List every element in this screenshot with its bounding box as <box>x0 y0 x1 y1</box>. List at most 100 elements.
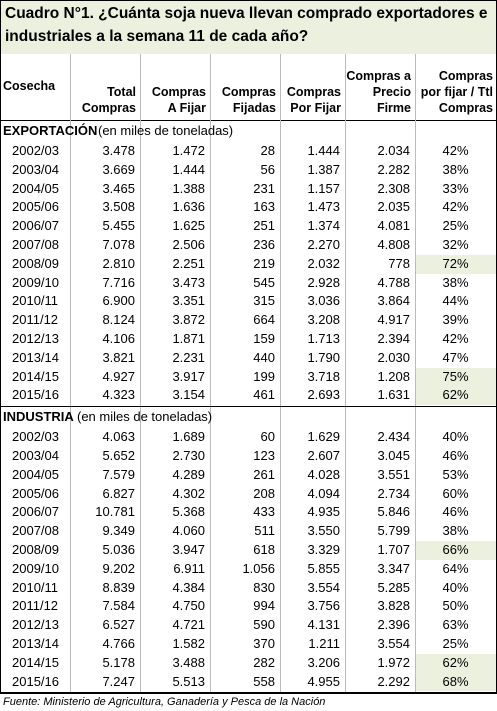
cell: 3.821 <box>102 349 135 365</box>
cell: 370 <box>253 636 275 651</box>
row-label: 2009/10 <box>12 274 59 290</box>
cell: 4.323 <box>102 387 135 403</box>
cell: 60 <box>260 429 275 445</box>
table-border <box>0 0 497 694</box>
cell: 3.947 <box>172 542 205 557</box>
cell: 1.871 <box>172 331 205 346</box>
cell: 123 <box>253 448 275 463</box>
cell: 25% <box>442 636 469 651</box>
row-label: 2002/03 <box>12 143 59 158</box>
row-label: 2005/06 <box>12 485 59 501</box>
row-label: 2011/12 <box>12 598 59 614</box>
header-cell: Firme <box>376 101 411 115</box>
cell: 5.846 <box>377 504 410 520</box>
cell: 1.211 <box>308 636 340 651</box>
header-cell: Por Fijar <box>290 101 341 115</box>
cell: 38% <box>442 161 469 177</box>
cell: 68% <box>442 673 469 689</box>
cell: 3.036 <box>307 293 340 309</box>
cell: 3.917 <box>172 368 205 384</box>
cell: 63% <box>442 617 469 633</box>
header-cell: Precio <box>372 85 411 99</box>
row-label: 2010/11 <box>12 293 59 309</box>
cell: 4.106 <box>102 331 135 346</box>
cell: 4.917 <box>377 312 410 328</box>
cell: 1.472 <box>172 143 205 158</box>
header-cell: A Fijar <box>167 101 206 115</box>
cell: 2.434 <box>377 429 410 445</box>
cell: 3.208 <box>307 312 340 328</box>
cell: 3.872 <box>172 312 205 328</box>
cell: 163 <box>253 199 275 215</box>
cell: 618 <box>253 542 275 557</box>
cell: 830 <box>253 579 275 595</box>
cell: 7.716 <box>102 274 135 290</box>
column-border <box>280 54 281 692</box>
header-cell: Fijadas <box>232 101 276 115</box>
cell: 2.270 <box>307 237 340 252</box>
title-band <box>0 0 496 54</box>
cell: 159 <box>253 331 275 346</box>
cell: 3.551 <box>377 466 410 482</box>
section-rule <box>0 692 497 693</box>
cell: 33% <box>442 180 469 196</box>
cell: 2.030 <box>377 349 410 365</box>
cell: 664 <box>253 312 275 328</box>
cell: 1.972 <box>377 654 410 670</box>
cell: 440 <box>253 349 275 365</box>
cell: 2.928 <box>307 274 340 290</box>
cell: 1.582 <box>172 636 205 651</box>
cell: 9.349 <box>102 523 135 539</box>
cell: 5.178 <box>102 654 135 670</box>
cell: 3.465 <box>102 180 135 196</box>
cell: 75% <box>442 368 469 384</box>
cell: 3.478 <box>102 143 135 158</box>
cell: 3.347 <box>377 560 410 576</box>
cell: 4.302 <box>172 485 205 501</box>
cell: 47% <box>442 349 469 365</box>
cell: 208 <box>253 485 275 501</box>
cell: 3.473 <box>172 274 205 290</box>
row-label: 2004/05 <box>12 180 59 196</box>
cell: 1.208 <box>377 368 410 384</box>
cell: 4.131 <box>307 617 340 633</box>
cell: 42% <box>442 143 469 158</box>
cell: 1.387 <box>307 161 340 177</box>
cell: 50% <box>442 598 469 614</box>
cell: 4.935 <box>307 504 340 520</box>
cell: 2.506 <box>172 237 205 252</box>
cell: 4.766 <box>102 636 135 651</box>
cell: 4.094 <box>307 485 340 501</box>
cell: 1.636 <box>172 199 205 215</box>
cell: 1.790 <box>307 349 340 365</box>
cell: 46% <box>442 504 469 520</box>
highlight-cell <box>416 672 496 692</box>
cell: 1.631 <box>377 387 410 403</box>
cell: 3.351 <box>172 293 205 309</box>
cell: 62% <box>442 654 469 670</box>
cell: 3.864 <box>377 293 410 309</box>
cell: 40% <box>442 429 469 445</box>
cell: 39% <box>442 312 469 328</box>
header-cell: por fijar / Ttl <box>420 85 493 99</box>
cell: 6.527 <box>102 617 135 633</box>
cell: 4.384 <box>172 579 205 595</box>
cell: 5.799 <box>377 523 410 539</box>
cell: 994 <box>253 598 275 614</box>
cell: 3.718 <box>307 368 340 384</box>
cell: 2.035 <box>377 199 410 215</box>
row-label: 2012/13 <box>12 617 59 633</box>
cell: 2.282 <box>377 161 410 177</box>
cell: 7.247 <box>102 673 135 689</box>
cell: 2.810 <box>102 255 135 271</box>
cell: 10.781 <box>95 504 135 520</box>
cell: 7.078 <box>102 237 135 252</box>
cell: 778 <box>388 255 410 271</box>
cell: 3.488 <box>172 654 205 670</box>
cell: 3.828 <box>377 598 410 614</box>
cell: 5.036 <box>102 542 135 557</box>
cell: 7.579 <box>102 466 135 482</box>
cell: 3.550 <box>307 523 340 539</box>
cell: 236 <box>253 237 275 252</box>
cell: 4.808 <box>377 237 410 252</box>
